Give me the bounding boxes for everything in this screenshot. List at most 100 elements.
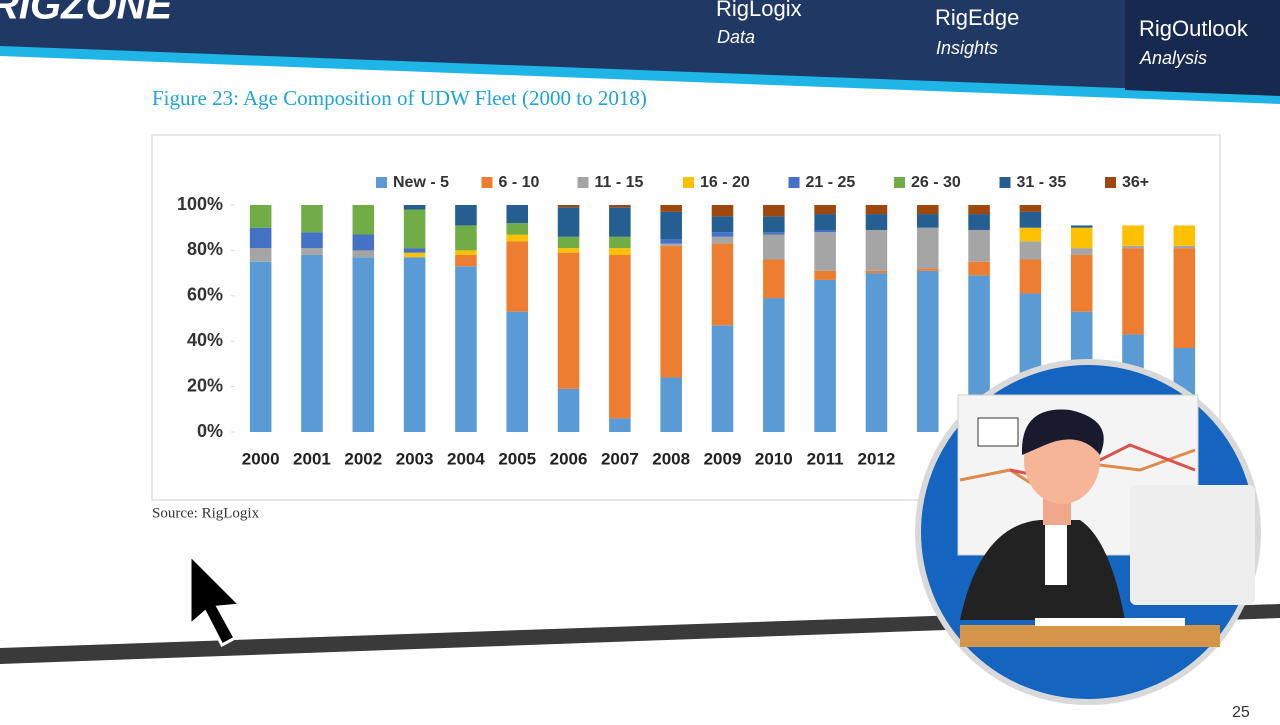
- bar-segment: [1122, 245, 1144, 249]
- header-bar: [0, 0, 1280, 100]
- legend-label: 31 - 35: [1017, 174, 1067, 191]
- bar-segment: [1070, 248, 1093, 255]
- plot: 0% 20% 40% 60% 80% 100% New - 5 6 - 10 11 - 15 16…: [177, 174, 1196, 468]
- bar-segment: [814, 270, 836, 280]
- bar-segment: [557, 388, 580, 432]
- bar-segment: [455, 205, 477, 226]
- logo: RIGZONE: [0, 0, 174, 28]
- bar-segment: [609, 254, 631, 419]
- nav-title[interactable]: RigLogix: [716, 0, 802, 21]
- x-tick-label: 2008: [652, 449, 690, 468]
- bar-segment: [763, 298, 785, 432]
- bar-segment: [506, 234, 529, 242]
- legend-label: 21 - 25: [806, 174, 856, 191]
- bar-segment: [455, 250, 477, 255]
- nav-active: [1125, 0, 1280, 96]
- bar-segment: [763, 232, 785, 235]
- bar-segment: [557, 248, 580, 253]
- bar-segment: [506, 241, 529, 312]
- bar-segment: [814, 232, 836, 271]
- page-number: 25: [1232, 704, 1250, 720]
- nav-subtitle[interactable]: Analysis: [1139, 48, 1207, 68]
- person-hair: [1021, 409, 1104, 455]
- x-tick-label: 2009: [704, 449, 742, 468]
- board-note: [977, 417, 1019, 447]
- bar-segment: [916, 205, 939, 215]
- y-tick-label: 20%: [187, 375, 223, 395]
- nav-title[interactable]: RigEdge: [935, 5, 1019, 30]
- bar-segment: [814, 205, 836, 215]
- bar-segment: [455, 254, 477, 267]
- bar-segment: [301, 254, 323, 432]
- legend-swatch: [999, 177, 1011, 188]
- desk: [960, 625, 1220, 647]
- bar-segment: [249, 248, 272, 262]
- bar-segment: [711, 236, 734, 244]
- x-tick-label: 2011: [807, 449, 844, 468]
- x-tick-label: 2002: [344, 449, 382, 468]
- person-shirt: [1045, 525, 1067, 585]
- bar-segment: [301, 205, 323, 233]
- bar-segment: [455, 266, 477, 432]
- bar-segment: [352, 205, 375, 235]
- x-tick-label: 2007: [601, 449, 639, 468]
- bar-segment: [916, 268, 939, 271]
- bar-segment: [916, 270, 939, 432]
- y-tick-label: 80%: [187, 239, 223, 259]
- legend-swatch: [376, 177, 387, 188]
- y-tick-label: 100%: [177, 194, 223, 214]
- bar-segment: [557, 236, 580, 249]
- figure-title: Figure 23: Age Composition of UDW Fleet …: [152, 86, 647, 110]
- bar-segment: [968, 229, 990, 262]
- nav-subtitle[interactable]: Data: [717, 27, 755, 47]
- bar-segment: [403, 257, 426, 432]
- legend-label: New - 5: [393, 174, 449, 191]
- bar-segment: [1070, 254, 1093, 312]
- x-tick-label: 2012: [858, 449, 896, 468]
- bar-segment: [557, 252, 580, 389]
- bar-segment: [660, 205, 682, 212]
- bar-segment: [301, 248, 323, 255]
- x-tick-label: 2010: [755, 449, 793, 468]
- bar-segment: [711, 216, 734, 233]
- bar-segment: [711, 232, 734, 237]
- nav-subtitle[interactable]: Insights: [936, 38, 998, 58]
- bar-segment: [1019, 205, 1042, 212]
- bar-segment: [763, 205, 785, 217]
- bar-segment: [1122, 248, 1144, 335]
- bar-segment: [609, 418, 631, 432]
- x-tick-label: 2001: [293, 449, 331, 468]
- bar-segment: [609, 248, 631, 255]
- monitor: [1130, 485, 1255, 605]
- nav-title[interactable]: RigOutlook: [1139, 16, 1249, 41]
- bar-segment: [352, 234, 375, 251]
- bar-segment: [1019, 211, 1042, 228]
- bar-segment: [916, 227, 939, 269]
- legend-swatch: [894, 177, 905, 188]
- bar-segment: [660, 245, 682, 378]
- bar-segment: [763, 259, 785, 299]
- bar-segment: [557, 205, 580, 208]
- keyboard: [1035, 618, 1185, 626]
- x-tick-label: 2003: [396, 449, 434, 468]
- bar-segment: [249, 205, 272, 228]
- bar-segment: [557, 207, 580, 237]
- y-tick-label: 0%: [197, 421, 223, 441]
- bar-segment: [1173, 245, 1196, 249]
- legend-label: 11 - 15: [595, 174, 644, 191]
- legend-swatch: [788, 177, 800, 188]
- bar-segment: [968, 261, 990, 276]
- legend-label: 16 - 20: [700, 174, 750, 191]
- legend-label: 36+: [1122, 174, 1149, 191]
- bar-segment: [1019, 259, 1042, 294]
- legend-label: 6 - 10: [499, 174, 540, 191]
- bar-segment: [506, 311, 529, 432]
- bar-segment: [660, 377, 682, 432]
- bar-segment: [865, 273, 888, 432]
- bar-segment: [865, 270, 888, 274]
- bar-segment: [763, 234, 785, 260]
- bar-segment: [1173, 248, 1196, 349]
- bar-segment: [1019, 241, 1042, 260]
- bar-segment: [403, 209, 426, 249]
